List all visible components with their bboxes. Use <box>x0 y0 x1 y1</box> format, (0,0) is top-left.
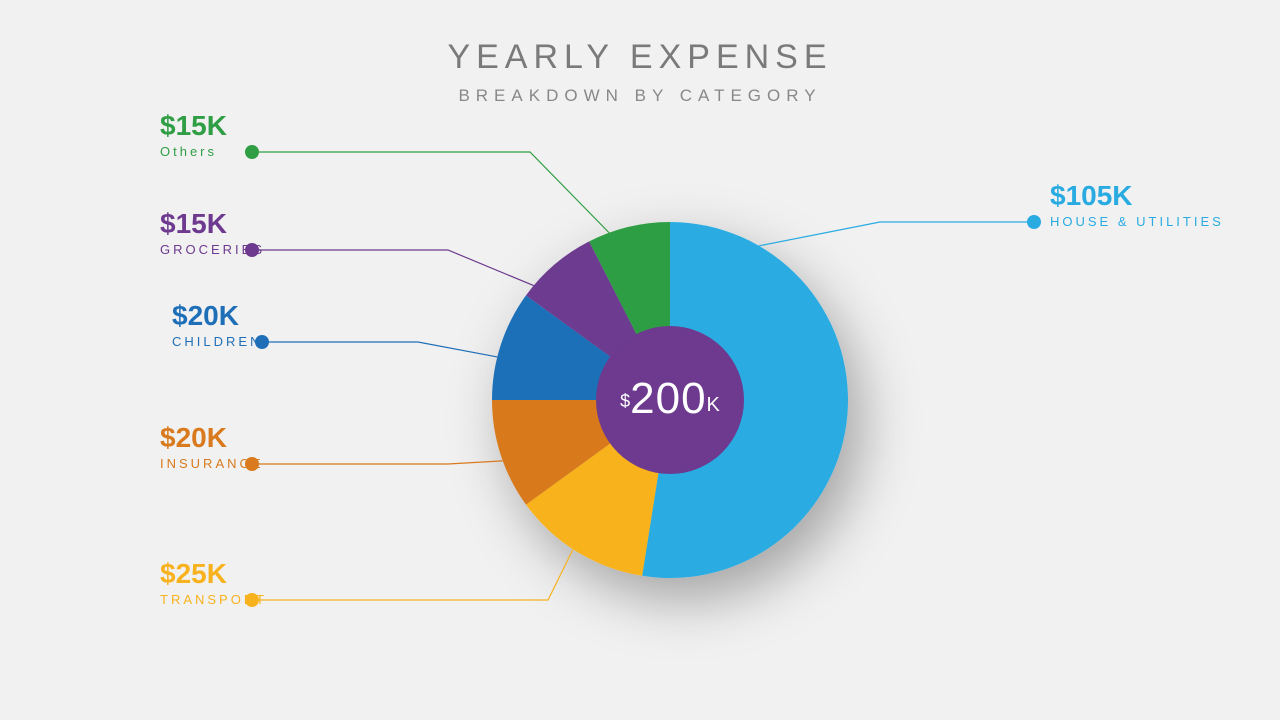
leader-insurance <box>252 461 503 464</box>
callout-house: $105K HOUSE & UTILITIES <box>1050 182 1224 229</box>
leader-house <box>759 222 1034 246</box>
callout-transport: $25K TRANSPORT <box>160 560 267 607</box>
leader-transport <box>252 549 573 600</box>
callout-label-groceries: GROCERIES <box>160 242 265 257</box>
callout-children: $20K CHILDREN <box>172 302 262 349</box>
leader-groceries <box>252 250 534 286</box>
center-total: $200K <box>610 374 730 424</box>
callout-label-house: HOUSE & UTILITIES <box>1050 214 1224 229</box>
callout-label-transport: TRANSPORT <box>160 592 267 607</box>
leader-lines <box>0 0 1280 720</box>
callout-others: $15K Others <box>160 112 227 159</box>
callout-value-transport: $25K <box>160 560 267 588</box>
callout-value-others: $15K <box>160 112 227 140</box>
leader-children <box>262 342 497 357</box>
callout-label-insurance: INSURANCE <box>160 456 264 471</box>
callout-value-insurance: $20K <box>160 424 264 452</box>
callout-label-others: Others <box>160 144 227 159</box>
callout-value-children: $20K <box>172 302 262 330</box>
callout-groceries: $15K GROCERIES <box>160 210 265 257</box>
callout-value-house: $105K <box>1050 182 1224 210</box>
expense-infographic: YEARLY EXPENSE BREAKDOWN BY CATEGORY $20… <box>0 0 1280 720</box>
callout-insurance: $20K INSURANCE <box>160 424 264 471</box>
center-suffix: K <box>707 394 720 416</box>
callout-label-children: CHILDREN <box>172 334 262 349</box>
callout-value-groceries: $15K <box>160 210 265 238</box>
leader-dot-others <box>245 145 259 159</box>
center-prefix: $ <box>620 391 630 411</box>
leader-dot-house <box>1027 215 1041 229</box>
center-amount: 200 <box>630 374 706 423</box>
leader-others <box>252 152 609 233</box>
